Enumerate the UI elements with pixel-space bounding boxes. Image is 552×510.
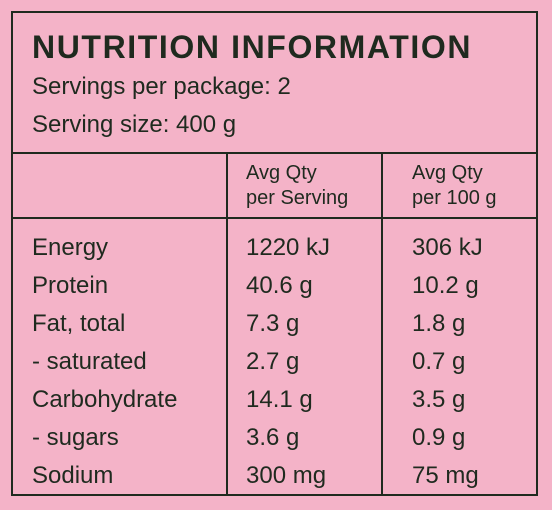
- nutrient-name: - saturated: [32, 348, 147, 375]
- per-serving-value: 14.1 g: [246, 386, 313, 413]
- servings-per-package: Servings per package: 2: [32, 73, 291, 100]
- per-serving-value: 1220 kJ: [246, 234, 331, 261]
- panel-title: NUTRITION INFORMATION: [32, 29, 473, 65]
- per-serving-value: 7.3 g: [246, 310, 300, 337]
- per-100g-value: 3.5 g: [412, 386, 466, 413]
- table-row: - sugars 3.6 g 0.9 g: [13, 419, 536, 457]
- per-100g-value: 10.2 g: [412, 272, 479, 299]
- per-serving-value: 300 mg: [246, 462, 327, 489]
- table-row: Fat, total 7.3 g 1.8 g: [13, 305, 536, 343]
- per-100g-value: 0.7 g: [412, 348, 466, 375]
- column-header-line: Avg Qty: [412, 162, 483, 184]
- table-top-divider: [13, 152, 536, 154]
- table-row: - saturated 2.7 g 0.7 g: [13, 343, 536, 381]
- table-row: Sodium 300 mg 75 mg: [13, 457, 536, 495]
- column-header-line: per 100 g: [412, 187, 497, 209]
- column-header-per-100g: Avg Qty per 100 g: [412, 161, 532, 211]
- nutrient-name: Protein: [32, 272, 109, 299]
- nutrient-name: - sugars: [32, 424, 119, 451]
- column-divider-1: [226, 152, 228, 494]
- per-100g-value: 75 mg: [412, 462, 479, 489]
- nutrient-rows: Energy 1220 kJ 306 kJ Protein 40.6 g 10.…: [13, 229, 536, 495]
- table-row: Protein 40.6 g 10.2 g: [13, 267, 536, 305]
- per-100g-value: 1.8 g: [412, 310, 466, 337]
- per-100g-value: 306 kJ: [412, 234, 483, 261]
- nutrient-name: Carbohydrate: [32, 386, 178, 413]
- column-header-line: Avg Qty: [246, 162, 317, 184]
- per-serving-value: 3.6 g: [246, 424, 300, 451]
- nutrient-name: Fat, total: [32, 310, 126, 337]
- nutrient-name: Energy: [32, 234, 109, 261]
- serving-size: Serving size: 400 g: [32, 111, 237, 138]
- nutrition-panel: NUTRITION INFORMATION Servings per packa…: [11, 11, 538, 496]
- per-100g-value: 0.9 g: [412, 424, 466, 451]
- header-divider: [13, 217, 536, 219]
- per-serving-value: 40.6 g: [246, 272, 313, 299]
- column-divider-2: [381, 152, 383, 494]
- table-row: Energy 1220 kJ 306 kJ: [13, 229, 536, 267]
- column-header-per-serving: Avg Qty per Serving: [246, 161, 376, 211]
- per-serving-value: 2.7 g: [246, 348, 300, 375]
- table-row: Carbohydrate 14.1 g 3.5 g: [13, 381, 536, 419]
- nutrient-name: Sodium: [32, 462, 114, 489]
- column-header-line: per Serving: [246, 187, 349, 209]
